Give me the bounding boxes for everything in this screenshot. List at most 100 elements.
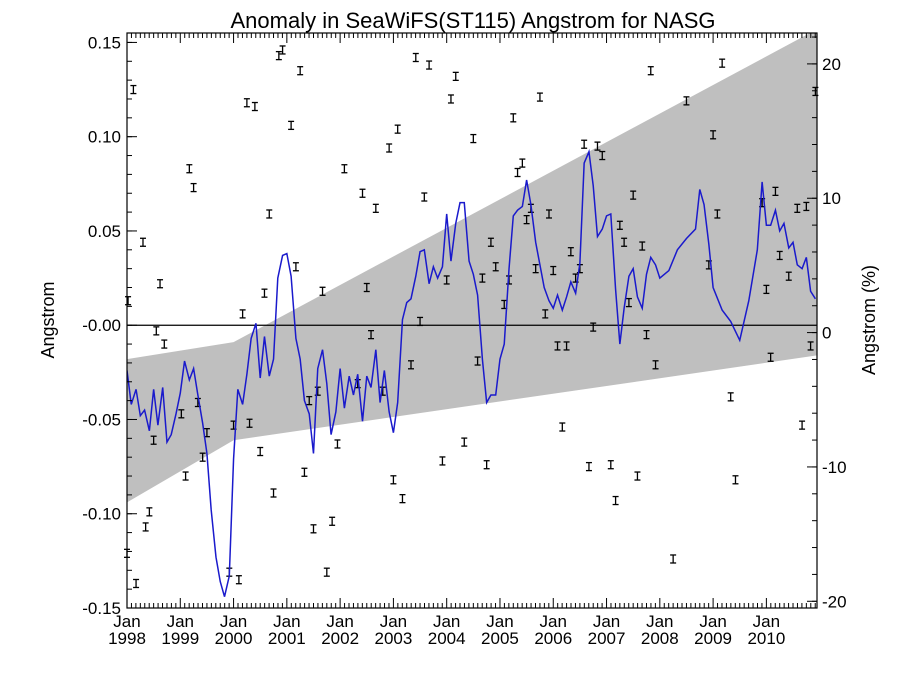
- y-tick-label-left: 0.10: [88, 128, 121, 147]
- error-bar-point: [279, 45, 286, 55]
- error-bar-point: [239, 309, 246, 319]
- error-bar-point: [630, 190, 637, 200]
- error-bar-point: [567, 247, 574, 257]
- x-tick-label-year: 1999: [161, 629, 199, 648]
- error-bar-point: [585, 461, 592, 472]
- x-tick-label-month: Jan: [167, 612, 194, 631]
- error-bar-point: [625, 297, 632, 308]
- error-bar-point: [474, 356, 481, 366]
- x-tick-label-month: Jan: [113, 612, 140, 631]
- x-tick-label-month: Jan: [486, 612, 513, 631]
- y-axis-label-right: Angstrom (%): [859, 265, 879, 375]
- x-tick-label-year: 2007: [588, 629, 626, 648]
- error-bar-point: [767, 352, 774, 362]
- error-bar-point: [157, 279, 164, 289]
- error-bar-point: [647, 66, 654, 76]
- error-bar-point: [439, 456, 446, 466]
- y-tick-label-right: -10: [822, 458, 847, 477]
- x-tick-label-year: 2004: [428, 629, 466, 648]
- y-tick-label-right: 0: [822, 324, 831, 343]
- error-bar-point: [390, 475, 397, 485]
- anomaly-series-line: [127, 148, 817, 597]
- error-bar-point: [199, 452, 206, 462]
- error-bar-point: [643, 329, 650, 340]
- chart-title: Anomaly in SeaWiFS(ST115) Angstrom for N…: [231, 8, 716, 33]
- error-bar-point: [407, 360, 414, 370]
- error-bar-point: [341, 164, 348, 174]
- error-bar-point: [139, 237, 146, 247]
- error-bar-point: [492, 262, 499, 272]
- error-bar-point: [266, 209, 273, 219]
- error-bar-point: [785, 271, 792, 281]
- error-bar-point: [532, 264, 539, 274]
- trend-band: [127, 33, 817, 503]
- x-tick-label-year: 2002: [321, 629, 359, 648]
- error-bar-point: [652, 360, 659, 370]
- error-bar-point: [125, 296, 132, 306]
- error-bar-point: [235, 575, 242, 585]
- error-bar-point: [251, 101, 258, 112]
- y-tick-label-right: 10: [822, 189, 841, 208]
- error-bar-point: [301, 467, 308, 477]
- error-bar-point: [519, 158, 526, 168]
- error-bar-point: [461, 437, 468, 447]
- x-tick-label-month: Jan: [593, 612, 620, 631]
- error-bar-point: [776, 250, 783, 261]
- error-bar-point: [794, 203, 801, 213]
- error-bar-point: [634, 471, 641, 481]
- error-bar-point: [421, 192, 428, 202]
- error-bar-point: [607, 460, 614, 470]
- x-tick-label-month: Jan: [540, 612, 567, 631]
- error-bar-point: [319, 286, 326, 296]
- error-bar-point: [161, 339, 168, 349]
- error-bar-point: [545, 209, 552, 219]
- error-bar-point: [536, 92, 543, 102]
- error-bar-point: [297, 66, 304, 76]
- error-bar-point: [368, 329, 375, 340]
- y-tick-label-left: 0.15: [88, 33, 121, 52]
- error-bar-point: [261, 288, 268, 298]
- x-tick-label-month: Jan: [273, 612, 300, 631]
- error-bar-point: [412, 52, 419, 63]
- error-bar-point: [710, 130, 717, 140]
- error-bar-point: [559, 422, 566, 432]
- error-bar-point: [426, 60, 433, 70]
- error-bar-point: [288, 120, 295, 131]
- error-bar-point: [399, 494, 406, 504]
- error-bar-point: [182, 471, 189, 481]
- error-bar-point: [372, 203, 379, 213]
- error-bar-point: [334, 439, 341, 449]
- error-bar-point: [470, 133, 477, 144]
- x-tick-label-year: 2005: [481, 629, 519, 648]
- error-bar-point: [542, 309, 549, 319]
- error-bar-point: [714, 209, 721, 219]
- x-tick-label-year: 2003: [374, 629, 412, 648]
- error-bar-point: [270, 488, 277, 498]
- error-bar-point: [479, 273, 486, 283]
- error-bar-point: [130, 84, 137, 95]
- error-bar-point: [763, 284, 770, 295]
- y-tick-label-left: -0.10: [82, 505, 121, 524]
- error-bar-point: [292, 262, 299, 272]
- x-tick-label-year: 2001: [268, 629, 306, 648]
- y-tick-label-left: 0.05: [88, 222, 121, 241]
- error-bar-point: [329, 516, 336, 526]
- error-bar-point: [514, 167, 521, 178]
- error-bar-point: [452, 71, 459, 82]
- x-tick-label-month: Jan: [646, 612, 673, 631]
- x-tick-label-month: Jan: [326, 612, 353, 631]
- error-bar-point: [186, 164, 193, 174]
- y-tick-label-left: -0.00: [82, 316, 121, 335]
- error-bar-point: [807, 341, 814, 351]
- error-bar-point: [719, 58, 726, 68]
- error-bar-point: [483, 460, 490, 470]
- error-bar-point: [142, 522, 149, 532]
- error-bar-point: [799, 420, 806, 430]
- error-bar-point: [594, 141, 601, 151]
- error-bar-point: [639, 241, 646, 251]
- error-bar-point: [257, 446, 264, 457]
- error-bar-point: [510, 113, 517, 123]
- y-axis-label-left: Angstrom: [38, 281, 58, 358]
- error-bar-point: [581, 139, 588, 149]
- x-tick-label-year: 2008: [641, 629, 679, 648]
